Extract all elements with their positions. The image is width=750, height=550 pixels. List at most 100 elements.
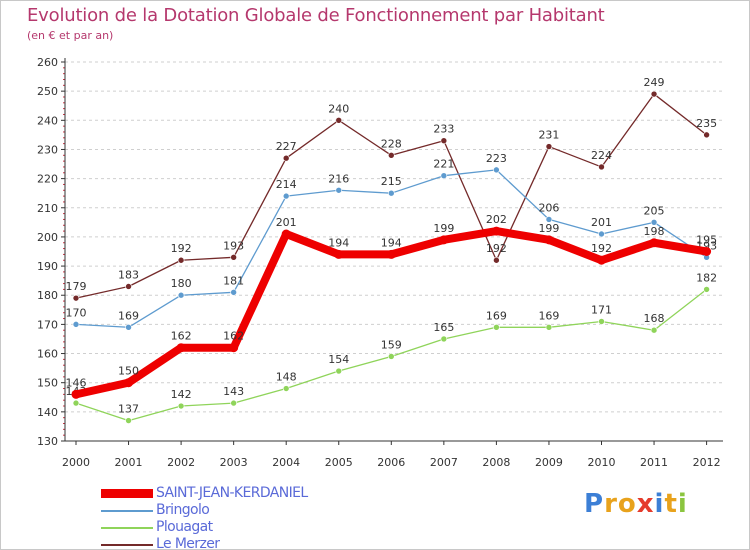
logo-letter: P <box>584 489 605 519</box>
data-label: 233 <box>433 123 454 136</box>
data-label: 159 <box>381 338 402 351</box>
data-label: 169 <box>118 309 139 322</box>
data-point <box>598 230 605 238</box>
legend-swatch <box>101 527 153 529</box>
data-point <box>71 389 81 399</box>
data-point <box>229 343 239 353</box>
data-point <box>124 378 134 388</box>
y-tick-label: 210 <box>37 202 58 215</box>
data-label: 169 <box>486 309 507 322</box>
data-label: 162 <box>223 330 244 343</box>
x-tick-label: 2002 <box>167 456 195 469</box>
x-tick-label: 2007 <box>430 456 458 469</box>
data-label: 228 <box>381 137 402 150</box>
data-point <box>281 229 291 239</box>
data-label: 192 <box>171 242 192 255</box>
data-point <box>230 289 237 296</box>
data-label: 171 <box>591 303 612 316</box>
y-tick-label: 260 <box>37 56 58 69</box>
data-point <box>649 238 659 248</box>
legend-item: Bringolo <box>101 502 431 519</box>
data-point <box>230 399 237 407</box>
y-tick-label: 220 <box>37 173 58 186</box>
data-point <box>440 172 448 179</box>
data-point <box>702 247 712 256</box>
data-point <box>387 151 395 159</box>
data-point <box>545 323 553 331</box>
data-label: 202 <box>486 213 507 226</box>
data-label: 150 <box>118 365 139 378</box>
data-label: 154 <box>328 353 349 366</box>
data-point <box>387 189 395 197</box>
series-saint-jean-kerdaniel: 146 150 162 162 201 194 194 199 202 199 192 198 195 <box>66 213 717 399</box>
series-bringolo: 170 169 180 181 214 216 215 221 223 206 201 205 193 <box>66 152 717 331</box>
y-tick-label: 160 <box>37 348 58 361</box>
data-label: 192 <box>591 242 612 255</box>
legend-swatch <box>101 510 153 512</box>
data-point <box>650 90 658 98</box>
data-point <box>493 323 500 331</box>
data-point <box>703 131 710 139</box>
logo-letter: o <box>617 489 637 519</box>
x-tick-label: 2003 <box>220 456 248 469</box>
data-point <box>125 323 132 331</box>
proxiti-logo: Proxiti <box>584 489 688 519</box>
data-label: 240 <box>328 102 349 115</box>
data-label: 142 <box>171 388 192 401</box>
data-point <box>335 117 343 124</box>
data-label: 227 <box>276 140 297 153</box>
data-point <box>282 385 290 392</box>
data-point <box>335 186 343 194</box>
data-label: 221 <box>433 158 454 171</box>
x-tick-label: 2009 <box>535 456 563 469</box>
series-le-merzer: 179 183 192 193 227 240 228 233 192 231 224 249 235 <box>66 76 717 302</box>
data-label: 194 <box>328 236 349 249</box>
x-tick-label: 2008 <box>482 456 510 469</box>
legend-swatch <box>101 544 153 546</box>
data-point <box>72 294 80 302</box>
data-label: 215 <box>381 175 402 188</box>
data-point <box>440 335 448 343</box>
data-label: 165 <box>433 321 454 334</box>
data-point <box>544 235 554 245</box>
data-point <box>334 249 344 259</box>
legend-label: SAINT-JEAN-KERDANIEL <box>156 485 308 501</box>
y-tick-label: 170 <box>37 318 58 331</box>
data-label: 194 <box>381 236 402 249</box>
data-label: 201 <box>591 216 612 229</box>
y-tick-label: 250 <box>37 85 58 98</box>
x-tick-label: 2012 <box>693 456 721 469</box>
data-label: 205 <box>644 204 665 217</box>
data-label: 199 <box>538 222 559 235</box>
series-plouagat: 143137142143148154159165169169171168182 <box>66 271 717 424</box>
data-label: 162 <box>171 330 192 343</box>
data-point <box>177 291 185 299</box>
legend-label: Plouagat <box>156 519 213 535</box>
data-label: 214 <box>276 178 297 191</box>
x-tick-label: 2006 <box>377 456 405 469</box>
logo-letter: x <box>636 489 655 519</box>
y-tick-label: 190 <box>37 260 58 273</box>
data-label: 169 <box>538 309 559 322</box>
logo-letter: t <box>664 489 678 519</box>
data-label: 195 <box>696 234 717 247</box>
data-point <box>440 137 448 145</box>
chart-legend: SAINT-JEAN-KERDANIEL Bringolo Plouagat Le M… <box>101 485 431 549</box>
data-label: 231 <box>538 129 559 142</box>
data-label: 199 <box>433 222 454 235</box>
x-tick-label: 2010 <box>588 456 616 469</box>
y-tick-label: 200 <box>37 231 58 244</box>
data-point <box>386 249 396 259</box>
data-point <box>650 219 658 226</box>
chart-title: Evolution de la Dotation Globale de Fonc… <box>27 5 605 26</box>
data-point <box>177 256 185 264</box>
data-point <box>72 321 80 328</box>
data-label: 224 <box>591 149 612 162</box>
data-label: 249 <box>644 76 665 89</box>
logo-letter: i <box>677 489 688 519</box>
data-label: 201 <box>276 216 297 229</box>
data-point <box>176 343 186 353</box>
legend-label: Bringolo <box>156 502 210 518</box>
data-label: 192 <box>486 242 507 255</box>
